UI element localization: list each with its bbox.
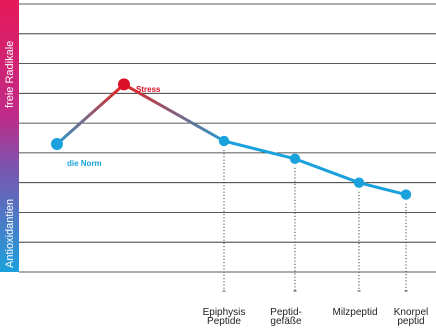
series-segment <box>357 181 408 197</box>
data-point <box>118 78 130 91</box>
data-point <box>289 153 301 164</box>
series-segment <box>293 157 361 185</box>
series-segment <box>55 82 126 146</box>
category-label-line2: Peptide <box>207 316 241 327</box>
category-labels: Epiphysis Peptide Peptid- gefäße Milzpep… <box>203 307 429 327</box>
grid-lines <box>19 3 436 273</box>
category-label-line1: Peptid- <box>270 307 302 318</box>
side-label-bottom: Antioxidantien <box>4 199 16 268</box>
category-label-line1: Milzpeptid <box>332 307 377 318</box>
category-label-line2: gefäße <box>270 316 302 327</box>
series-segment <box>122 82 226 143</box>
stress-label: Stress <box>136 85 161 94</box>
series-line <box>55 82 408 197</box>
series-points <box>51 78 412 200</box>
series-segment <box>222 139 297 161</box>
data-point <box>353 177 365 188</box>
category-label-line1: Knorpel <box>394 307 428 318</box>
category-label-line1: Epiphysis <box>203 307 246 318</box>
side-label-top: freie Radikale <box>4 41 16 108</box>
drop-lines <box>222 150 408 292</box>
side-bar <box>0 0 19 272</box>
norm-label: die Norm <box>67 159 102 168</box>
category-label-line2: peptid <box>397 316 424 327</box>
data-point <box>400 189 412 200</box>
data-point <box>51 138 63 150</box>
data-point <box>218 135 230 147</box>
